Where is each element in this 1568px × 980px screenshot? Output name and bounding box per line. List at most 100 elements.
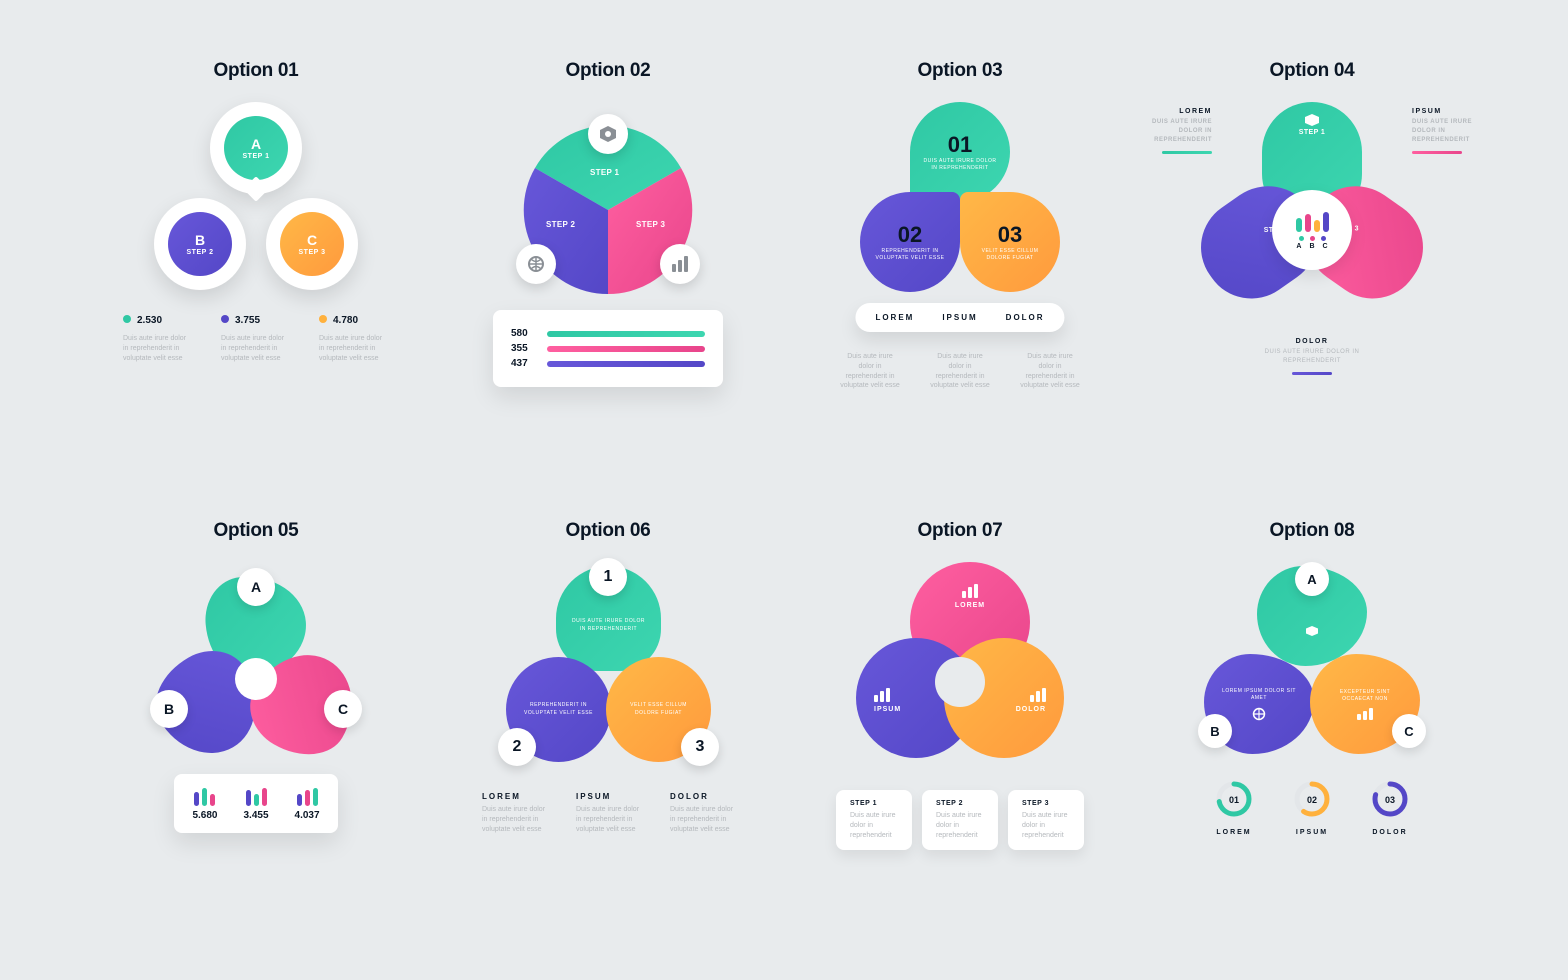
blob-text: REPREHENDERIT IN VOLUPTATE VELIT ESSE (506, 702, 611, 717)
side-text: Duis aute irure dolor in reprehenderit (1142, 118, 1212, 145)
option-03: Option 03 01 DUIS AUTE IRURE DOLOR IN RE… (804, 60, 1116, 460)
petal-step: STEP 1 (1299, 129, 1325, 136)
stat-value: 3.455 (243, 810, 268, 821)
tab-head: STEP 1 (850, 800, 898, 807)
blob-num: 02 (898, 222, 922, 248)
option-07: Option 07 LOREM IPSUM DOLOR STEP 1Duis a… (804, 520, 1116, 920)
tri-text: LOREM IPSUM DOLOR SIT AMET (1204, 688, 1314, 703)
tab-pill: LOREM IPSUM DOLOR (855, 303, 1064, 332)
option-01: Option 01 A STEP 1 B STEP 2 C STEP 3 2.5… (100, 60, 412, 460)
side-line (1412, 151, 1462, 154)
hex-icon (588, 114, 628, 154)
blob-num: 03 (998, 222, 1022, 248)
bottom-line (1292, 372, 1332, 375)
bar-value: 580 (511, 328, 537, 339)
footer-text: Duis aute irure dolor in reprehenderit i… (576, 805, 640, 834)
bar (547, 331, 705, 337)
seg-label: STEP 2 (546, 220, 575, 229)
pin-letter: B (195, 232, 205, 248)
bar-value: 355 (511, 343, 537, 354)
blob-text: VELIT ESSE CILLUM DOLORE FUGIAT (960, 248, 1060, 263)
option-02: Option 02 STEP 1 STEP 2 STEP 3 580 355 4… (452, 60, 764, 460)
blob-badge: 2 (498, 728, 536, 766)
center-letter: B (1309, 243, 1314, 250)
ring-label: LOREM (1213, 829, 1255, 836)
bars-icon (962, 584, 978, 598)
seg-label: STEP 3 (636, 220, 665, 229)
center-letter: C (1323, 243, 1328, 250)
tab-head: STEP 2 (936, 800, 984, 807)
pin-letter: A (251, 136, 261, 152)
tri-badge: B (1198, 714, 1232, 748)
footer-text: Duis aute irure dolor in reprehenderit i… (840, 352, 900, 391)
bars-icon (874, 688, 890, 702)
option-04: Option 04 LOREM Duis aute irure dolor in… (1156, 60, 1468, 460)
bar-card: 580 355 437 (493, 310, 723, 387)
tab-text: Duis aute irure dolor in reprehenderit (850, 811, 898, 840)
option-05: Option 05 A B C 5.680 3.455 4.037 (100, 520, 412, 920)
blob-badge: 1 (589, 558, 627, 596)
progress-ring: 03 (1371, 780, 1409, 818)
center-hole (935, 657, 985, 707)
petal-badge: B (150, 690, 188, 728)
petal-badge: A (237, 568, 275, 606)
stat-value: 5.680 (192, 810, 217, 821)
title: Option 01 (214, 60, 299, 82)
svg-text:03: 03 (1385, 795, 1395, 805)
svg-text:01: 01 (1229, 795, 1239, 805)
center-hole (235, 658, 277, 700)
blob-num: 01 (948, 132, 972, 158)
title: Option 05 (214, 520, 299, 542)
blob-text: VELIT ESSE CILLUM DOLORE FUGIAT (606, 702, 711, 717)
bars-icon (660, 244, 700, 284)
bars-icon (1030, 688, 1046, 702)
center-letter: A (1296, 243, 1301, 250)
globe-icon (1252, 707, 1266, 721)
ring-label: DOLOR (1016, 706, 1046, 713)
pin-step: STEP 3 (299, 249, 326, 256)
bars-icon (1357, 708, 1373, 720)
footer-text: Duis aute irure dolor in reprehenderit i… (482, 805, 546, 834)
bottom-text: Duis aute irure dolor in reprehenderit (1262, 348, 1362, 366)
center-badge: A B C (1272, 190, 1352, 270)
blob-text: DUIS AUTE IRURE DOLOR IN REPREHENDERIT (556, 618, 661, 633)
globe-icon (516, 244, 556, 284)
option-06: Option 06 DUIS AUTE IRURE DOLOR IN REPRE… (452, 520, 764, 920)
bar (547, 361, 705, 367)
pin-letter: C (307, 232, 317, 248)
petal-badge: C (324, 690, 362, 728)
svg-text:02: 02 (1307, 795, 1317, 805)
footer-text: Duis aute irure dolor in reprehenderit i… (1020, 352, 1080, 391)
footer-text: Duis aute irure dolor in reprehenderit i… (670, 805, 734, 834)
pin-step: STEP 2 (187, 249, 214, 256)
legend-value: 3.755 (235, 315, 260, 326)
blob-text: DUIS AUTE IRURE DOLOR IN REPREHENDERIT (910, 158, 1010, 173)
stat-value: 4.037 (295, 810, 320, 821)
bar (547, 346, 705, 352)
blob-text: REPREHENDERIT IN VOLUPTATE VELIT ESSE (860, 248, 960, 263)
seg-label: STEP 1 (590, 168, 619, 177)
title: Option 02 (566, 60, 651, 82)
tab-text: Duis aute irure dolor in reprehenderit (936, 811, 984, 840)
legend-text: Duis aute irure dolor in reprehenderit i… (221, 334, 291, 363)
footer-head: DOLOR (670, 792, 734, 801)
side-line (1162, 151, 1212, 154)
progress-ring: 01 (1215, 780, 1253, 818)
title: Option 08 (1270, 520, 1355, 542)
side-label: IPSUM (1412, 108, 1482, 115)
title: Option 06 (566, 520, 651, 542)
hex-icon (1305, 114, 1319, 126)
side-label: LOREM (1142, 108, 1212, 115)
side-text: Duis aute irure dolor in reprehenderit (1412, 118, 1482, 145)
ring-label: IPSUM (1291, 829, 1333, 836)
pin-step: STEP 1 (243, 153, 270, 160)
tri-text: EXCEPTEUR SINT OCCAECAT NON (1310, 689, 1420, 704)
ring-label: IPSUM (874, 706, 901, 713)
stats-card: 5.680 3.455 4.037 (174, 774, 337, 833)
title: Option 03 (918, 60, 1003, 82)
tab: LOREM (875, 313, 914, 322)
tab: DOLOR (1006, 313, 1045, 322)
tab-text: Duis aute irure dolor in reprehenderit (1022, 811, 1070, 840)
bar-value: 437 (511, 358, 537, 369)
footer-text: Duis aute irure dolor in reprehenderit i… (930, 352, 990, 391)
